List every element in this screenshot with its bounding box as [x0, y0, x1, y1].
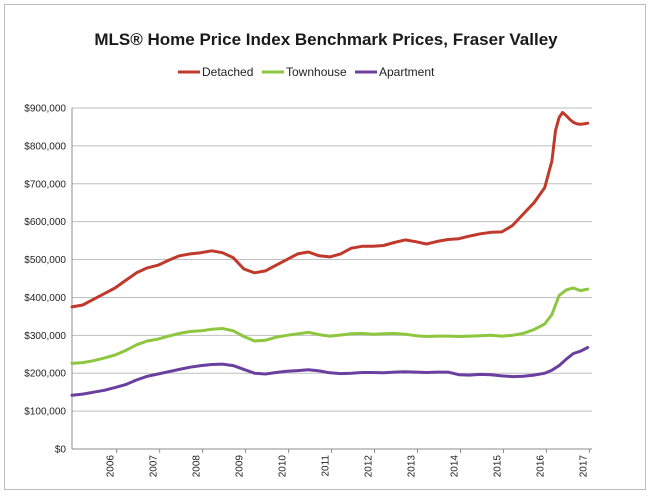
x-tick-label: 2013	[407, 455, 418, 478]
y-tick-label: $700,000	[24, 179, 66, 190]
x-tick-label: 2016	[535, 455, 546, 478]
legend: Detached Townhouse Apartment	[178, 65, 435, 79]
y-tick-label: $600,000	[24, 217, 66, 228]
series-line-apartment	[70, 346, 590, 397]
legend-label-apartment: Apartment	[379, 65, 435, 79]
x-tick-label: 2015	[492, 455, 503, 478]
grid	[72, 107, 592, 412]
chart-frame	[4, 4, 646, 490]
y-tick-label: $800,000	[24, 141, 66, 152]
series-group	[70, 111, 590, 397]
y-tick-label: $300,000	[24, 331, 66, 342]
x-tick-label: 2011	[321, 455, 332, 477]
x-tick-label: 2007	[149, 455, 160, 478]
x-tick-label: 2006	[106, 455, 117, 478]
y-tick-label: $100,000	[24, 407, 66, 418]
y-tick-label: $400,000	[24, 293, 66, 304]
y-tick-label: $200,000	[24, 369, 66, 380]
legend-label-townhouse: Townhouse	[286, 65, 347, 79]
y-tick-label: $900,000	[24, 104, 66, 115]
x-tick-label: 2014	[449, 455, 460, 478]
x-tick-label: 2008	[192, 455, 203, 478]
series-line-detached	[70, 111, 590, 309]
x-tick-label: 2010	[278, 455, 289, 478]
x-tick-label: 2017	[578, 455, 589, 478]
y-tick-label: $0	[55, 445, 67, 456]
x-tick-labels: 2006 2007 2008 2009 2010 2011 2012 2013 2014 2015…	[106, 455, 590, 478]
axes	[71, 108, 592, 453]
legend-label-detached: Detached	[202, 65, 253, 79]
chart-title: MLS® Home Price Index Benchmark Prices, …	[94, 30, 558, 49]
x-tick-label: 2012	[364, 455, 375, 478]
y-tick-labels: $0 $100,000 $200,000 $300,000 $400,000 $500,0…	[24, 104, 66, 456]
series-line-townhouse	[70, 286, 590, 365]
x-tick-label: 2009	[235, 455, 246, 478]
y-tick-label: $500,000	[24, 255, 66, 266]
